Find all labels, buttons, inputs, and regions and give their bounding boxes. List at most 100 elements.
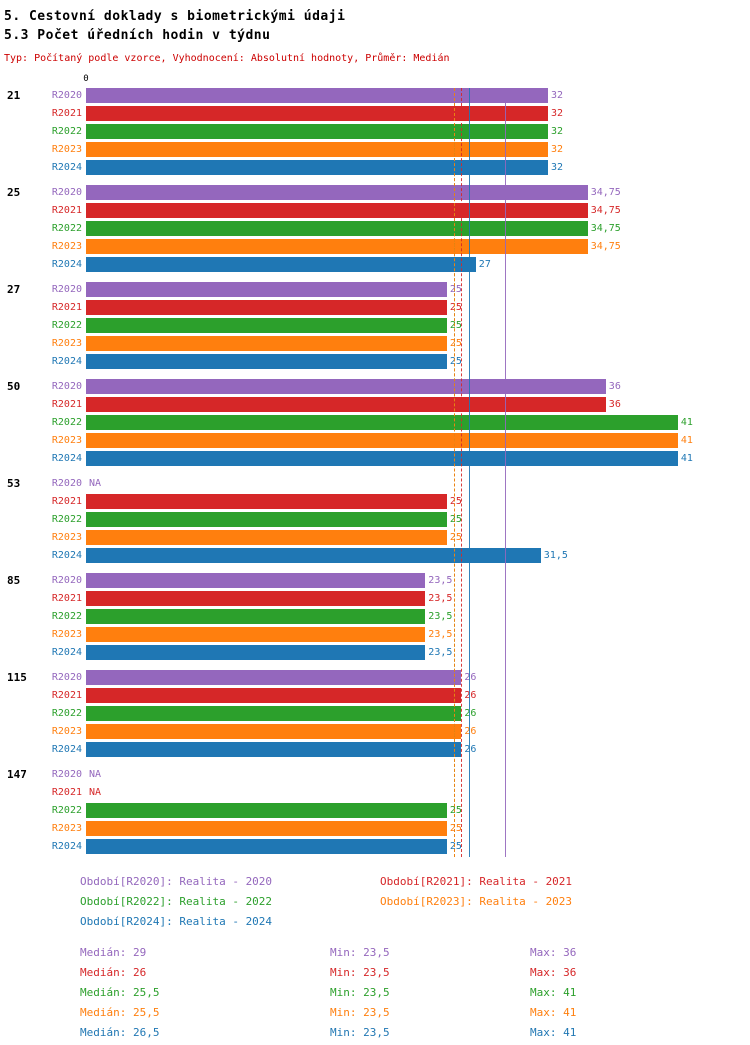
bar-row: R2021 25 — [44, 494, 750, 512]
bar — [86, 185, 588, 200]
bar-value-label: 25 — [449, 302, 462, 313]
stat-median: Medián: 29 — [80, 946, 147, 959]
stat-row: Medián: 26,5 Min: 23,5 Max: 41 — [80, 1025, 750, 1045]
bar-row: R2022 26 — [44, 706, 750, 724]
x-axis-zero-label: 0 — [83, 74, 89, 84]
bar-value-label: 36 — [608, 399, 621, 410]
bar-row: R2023 23,5 — [44, 627, 750, 645]
bar-group: 147 R2020 NA R2021 NA R2022 25 R2023 25 R2024 25 — [0, 767, 750, 857]
series-row-label: R2023 — [51, 629, 82, 640]
stat-median: Medián: 25,5 — [80, 1006, 160, 1019]
bar — [86, 354, 447, 369]
legend-item: Období[R2023]: Realita - 2023 — [380, 895, 573, 908]
bar — [86, 670, 462, 685]
bar-row: R2024 25 — [44, 839, 750, 857]
bar — [86, 839, 447, 854]
group-rows: R2020 25 R2021 25 R2022 25 R2023 25 R2024 25 — [44, 282, 750, 372]
bar — [86, 688, 462, 703]
bar-area: 25 — [86, 318, 750, 336]
bar-value-label: 26 — [464, 690, 477, 701]
bar-value-label: 36 — [608, 381, 621, 392]
stat-min: Min: 23,5 — [330, 946, 390, 959]
bar-area: 25 — [86, 494, 750, 512]
series-row-label: R2021 — [51, 205, 82, 216]
bar-area: 34,75 — [86, 221, 750, 239]
bar — [86, 591, 426, 606]
bar-value-label: 25 — [449, 823, 462, 834]
bar-row: R2020 36 — [44, 379, 750, 397]
bar — [86, 397, 606, 412]
bar-group: 53 R2020 NA R2021 25 R2022 25 R2023 25 R2024 31,5 — [0, 476, 750, 566]
stat-median: Medián: 25,5 — [80, 986, 160, 999]
bar-row: R2020 23,5 — [44, 573, 750, 591]
bar-row: R2020 26 — [44, 670, 750, 688]
group-label: 21 — [7, 89, 21, 102]
bar-area: 41 — [86, 415, 750, 433]
bar-value-label: 32 — [551, 162, 564, 173]
bar-value-label: 25 — [449, 805, 462, 816]
stat-max: Max: 41 — [530, 1006, 577, 1019]
series-row-label: R2020 — [51, 478, 82, 489]
series-row-label: R2021 — [51, 690, 82, 701]
bar-value-label: 23,5 — [428, 629, 453, 640]
stat-min: Min: 23,5 — [330, 1026, 390, 1039]
bar-row: R2021 26 — [44, 688, 750, 706]
bar-value-label: 26 — [464, 672, 477, 683]
series-row-label: R2024 — [51, 259, 82, 270]
bar-area: 32 — [86, 160, 750, 178]
series-row-label: R2021 — [51, 108, 82, 119]
bar-row: R2021 36 — [44, 397, 750, 415]
group-rows: R2020 23,5 R2021 23,5 R2022 23,5 R2023 23,5 R202… — [44, 573, 750, 663]
bar-area: 31,5 — [86, 548, 750, 566]
series-row-label: R2021 — [51, 302, 82, 313]
bar — [86, 803, 447, 818]
legend-item: Období[R2022]: Realita - 2022 — [80, 895, 273, 908]
series-row-label: R2023 — [51, 823, 82, 834]
series-row-label: R2021 — [51, 399, 82, 410]
bar-value-label: 23,5 — [428, 575, 453, 586]
bar-value-label: 26 — [464, 726, 477, 737]
bar-area: 34,75 — [86, 203, 750, 221]
bar — [86, 160, 548, 175]
bar-group: 50 R2020 36 R2021 36 R2022 41 R2023 41 R2024 41 — [0, 379, 750, 469]
series-row-label: R2020 — [51, 90, 82, 101]
bar-area: NA — [86, 767, 750, 785]
bar-group: 115 R2020 26 R2021 26 R2022 26 R2023 26 R2024 26 — [0, 670, 750, 760]
bar — [86, 706, 462, 721]
series-row-label: R2022 — [51, 805, 82, 816]
series-row-label: R2023 — [51, 144, 82, 155]
bar-area: 25 — [86, 530, 750, 548]
bar-row: R2023 25 — [44, 821, 750, 839]
bar — [86, 142, 548, 157]
series-row-label: R2020 — [51, 769, 82, 780]
group-rows: R2020 32 R2021 32 R2022 32 R2023 32 R2024 32 — [44, 88, 750, 178]
series-row-label: R2022 — [51, 320, 82, 331]
bar-row: R2022 32 — [44, 124, 750, 142]
bar-value-label: 27 — [478, 259, 491, 270]
bar — [86, 530, 447, 545]
legend-item: Období[R2021]: Realita - 2021 — [380, 875, 573, 888]
bar-area: 41 — [86, 451, 750, 469]
group-label: 85 — [7, 574, 21, 587]
bar-value-label: 23,5 — [428, 647, 453, 658]
bar-area: 23,5 — [86, 645, 750, 663]
bar-row: R2024 26 — [44, 742, 750, 760]
bar — [86, 415, 678, 430]
bar — [86, 451, 678, 466]
bar-value-label: 25 — [449, 356, 462, 367]
series-row-label: R2021 — [51, 787, 82, 798]
series-row-label: R2024 — [51, 550, 82, 561]
bar-row: R2023 25 — [44, 336, 750, 354]
series-row-label: R2022 — [51, 417, 82, 428]
bar-area: 26 — [86, 670, 750, 688]
bar-value-label: 41 — [680, 417, 693, 428]
bar-area: 32 — [86, 124, 750, 142]
bar-area: 41 — [86, 433, 750, 451]
bar-group: 25 R2020 34,75 R2021 34,75 R2022 34,75 R2023 34,… — [0, 185, 750, 275]
bar-area: 32 — [86, 88, 750, 106]
bar-value-label: 25 — [449, 514, 462, 525]
bar-value-label: 32 — [551, 144, 564, 155]
bar-group: 21 R2020 32 R2021 32 R2022 32 R2023 32 R2024 32 — [0, 88, 750, 178]
series-row-label: R2024 — [51, 841, 82, 852]
bar-row: R2024 41 — [44, 451, 750, 469]
